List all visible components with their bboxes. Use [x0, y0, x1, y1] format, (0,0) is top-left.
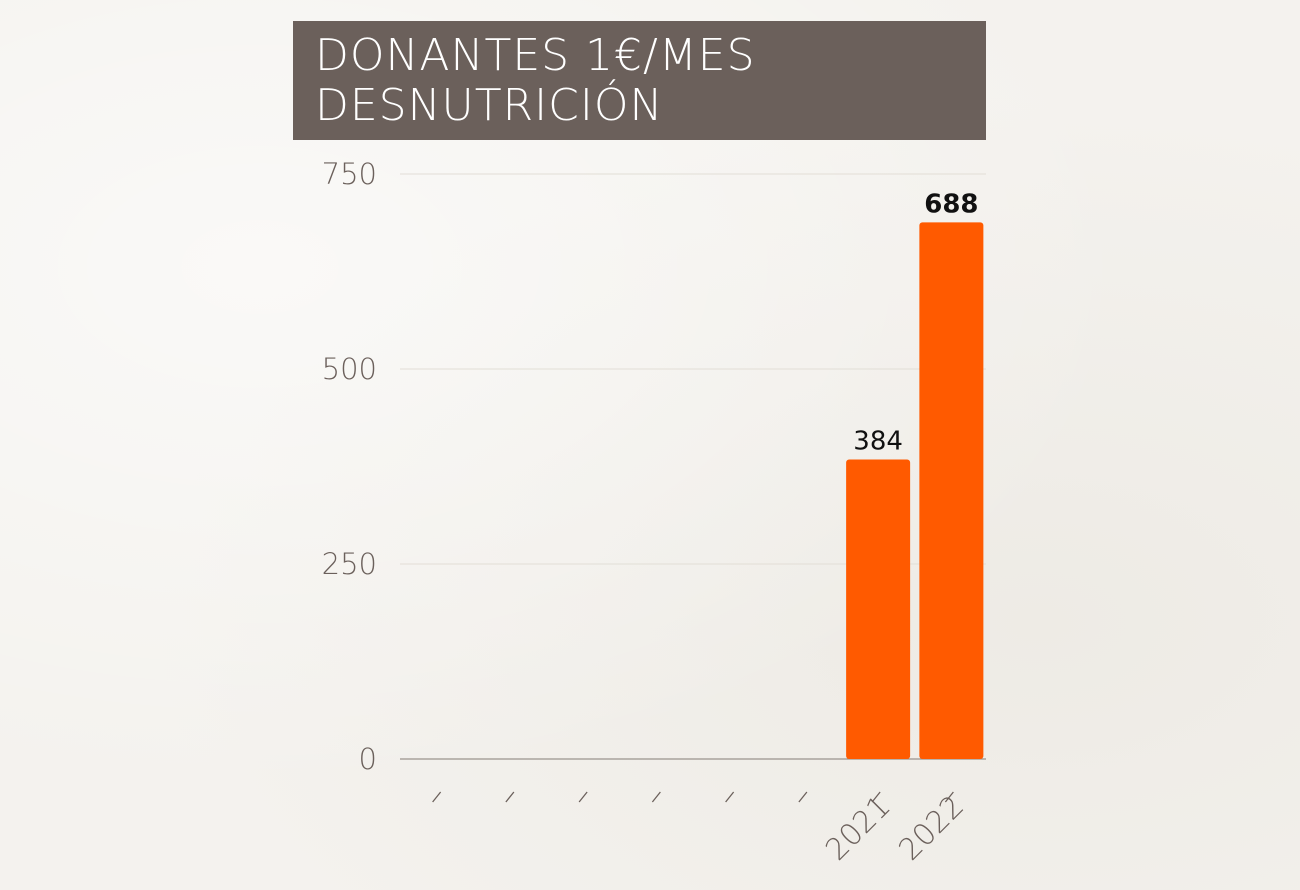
x-tick-mark	[725, 791, 735, 803]
x-tick-mark	[432, 791, 442, 803]
y-tick-label: 500	[322, 352, 377, 386]
data-label: 384	[853, 426, 903, 456]
x-tick-mark	[505, 791, 515, 803]
x-tick-mark	[578, 791, 588, 803]
x-tick-mark	[798, 791, 808, 803]
x-tick-mark	[871, 791, 881, 803]
x-category-label: 2022	[892, 789, 971, 868]
x-category-label: 2021	[819, 789, 898, 868]
chart-title-line-2: DESNUTRICIÓN	[315, 80, 664, 131]
chart-title-line-1: DONANTES 1€/MES	[315, 30, 756, 81]
y-tick-label: 750	[322, 157, 377, 191]
data-label: 688	[924, 189, 978, 219]
x-tick-mark	[944, 791, 954, 803]
bar	[919, 222, 984, 760]
y-tick-label: 250	[322, 547, 377, 581]
y-tick-label: 0	[359, 742, 377, 776]
bar	[846, 459, 911, 759]
chart-title-banner: DONANTES 1€/MES DESNUTRICIÓN	[293, 21, 986, 140]
x-tick-mark	[651, 791, 661, 803]
